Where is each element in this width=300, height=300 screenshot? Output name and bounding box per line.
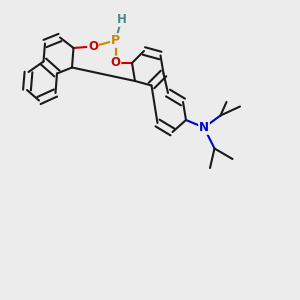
Text: O: O: [88, 40, 98, 53]
Text: N: N: [199, 121, 209, 134]
Text: O: O: [110, 56, 121, 70]
Text: H: H: [117, 13, 126, 26]
Text: P: P: [111, 34, 120, 47]
